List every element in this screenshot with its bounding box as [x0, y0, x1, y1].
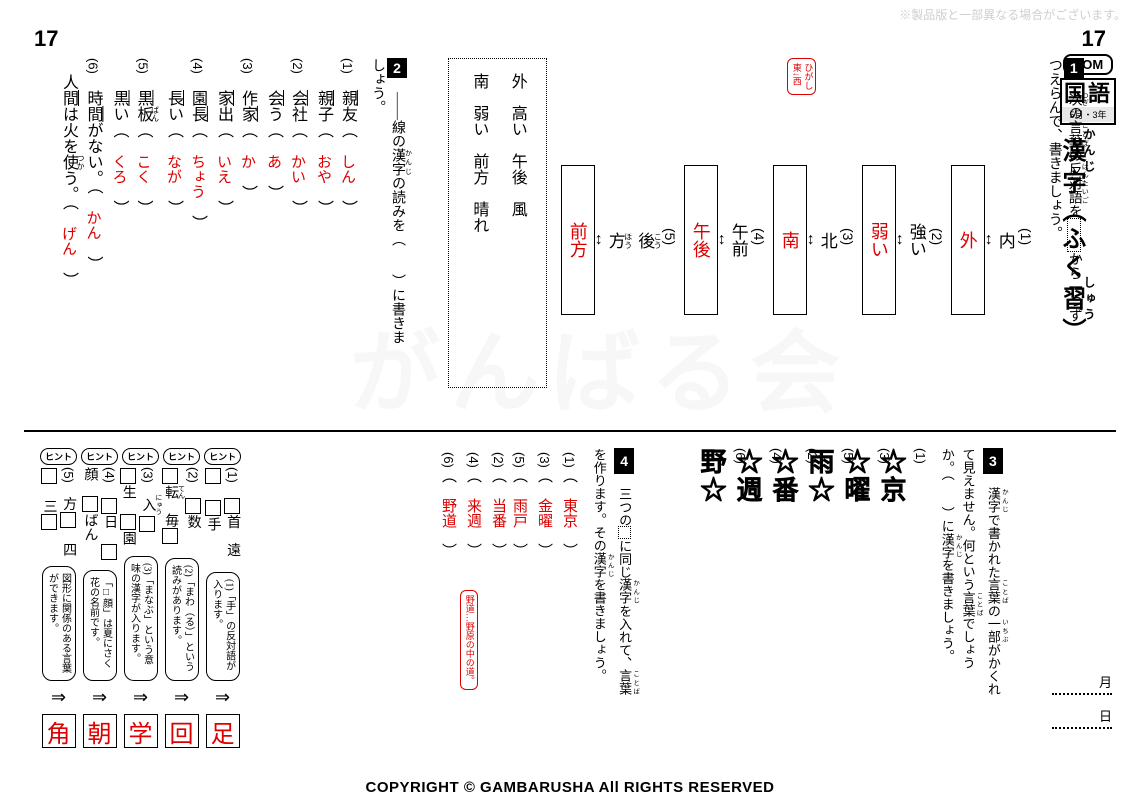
disclaimer: ※製品版と一部異なる場合がございます。	[899, 6, 1126, 23]
sec1-answer-4: 午後	[684, 165, 718, 315]
sec4-item-5: (5)（ 雨戸 ）	[509, 452, 530, 748]
sec5-item-2: ヒント (2) 数 転てん 毎 (2)「まわ（る）」という読みがあります。 ⇒ …	[163, 448, 200, 748]
sec2-item-2: (2) 会社（ かい ） 会う（ あ ）	[261, 58, 309, 422]
sec1-item-2: (2) 強い ↕ 弱い	[862, 58, 945, 422]
sec1-answer-2: 弱い	[862, 165, 896, 315]
sec4-item-6: (6)（ 野道 ）	[438, 452, 459, 748]
sec4-item-2: (2)（ 当番 ）	[488, 452, 509, 748]
sec4-instruction: 4 三つのに同じ漢字かんじを入れて、言葉ことばを作ります。その漢字かんじを書きま…	[588, 448, 639, 748]
sec5-answer-3: 学	[124, 714, 158, 748]
sec1-instruction: 1 次つぎの言葉ことばの反対語はんたいごをから一つずつえらんで、書きましょう。	[1044, 58, 1090, 422]
sec1-answer-3: 南	[773, 165, 807, 315]
sec3-instruction: 3 漢字かんじで書かれた言葉ことばの一部いちぶがかくれて見えません。何という言葉…	[936, 448, 1007, 748]
sec4-item-1: (1)（ 東京 ）	[559, 452, 580, 748]
date-day: 日	[1052, 706, 1112, 729]
sec1-item-3: (3) 北 ↕ 南	[773, 58, 856, 422]
sec4-stamp: 野道…野原の中の道。	[460, 590, 478, 690]
sec5-answer-4: 朝	[83, 714, 117, 748]
sec1-answer-1: 外	[951, 165, 985, 315]
sec5-answer-1: 足	[206, 714, 240, 748]
sec1-stamp: ひがし東↓西	[787, 58, 816, 95]
sec2-item-3: (3) 作家（ か ） 家出（ いえ ）	[211, 58, 259, 422]
sec5-item-4: ヒント (4) 日 顔 ばん 「□顔」は夏にさく花の名前です。 ⇒ 朝	[81, 448, 118, 748]
sec1-item-4: (4) 午前 ↕ 午後	[684, 58, 767, 422]
sec5-item-5: ヒント (5) 方 四 三 図形に関係のある言葉ができます。 ⇒ 角	[40, 448, 77, 748]
date-month: 月	[1052, 672, 1112, 695]
sec2-instruction: 2 ――線の漢字かんじの読みを（ ）に書きましょう。	[367, 58, 413, 422]
sec2-item-5: (5) 黒板ばん（ こく ） 黒い（ くろ ）	[107, 58, 160, 422]
sec2-item-6: (6) 時間がない。（ かん ） 人間は火を使つかう。（ げん ）	[56, 58, 105, 422]
sec2-item-1: (1) 親友（ しん ） 親子（ おや ）	[311, 58, 359, 422]
sec5-item-1: ヒント (1) 首 遠 手 (1)「手」の反対語が入ります。 ⇒ 足	[204, 448, 241, 748]
sec1-item-1: (1) 内 ↕ 外	[951, 58, 1034, 422]
sec3-obscured-1: (1)☆京	[898, 448, 928, 748]
copyright: COPYRIGHT © GAMBARUSHA All RIGHTS RESERV…	[0, 779, 1140, 796]
section-5: ヒント (1) 首 遠 手 (1)「手」の反対語が入ります。 ⇒ 足 ヒント (…	[40, 448, 241, 748]
page-number-left: 17	[34, 26, 58, 52]
sec5-answer-5: 角	[42, 714, 76, 748]
sec2-item-4: (4) 園長（ ちょう ） 長い（ なが ）	[161, 58, 209, 422]
sec1-item-5: (5) 後こう方ほう ↕ 前方	[561, 58, 678, 422]
sec4-item-3: (3)（ 金曜 ）	[534, 452, 555, 748]
divider	[24, 430, 1116, 432]
section-2: 2 ――線の漢字かんじの読みを（ ）に書きましょう。 (1) 親友（ しん ） …	[56, 58, 413, 422]
page-number-right: 17	[1082, 26, 1106, 52]
sec5-answer-2: 回	[165, 714, 199, 748]
section-3: 3 漢字かんじで書かれた言葉ことばの一部いちぶがかくれて見えません。何という言葉…	[708, 448, 1007, 748]
section-1: 1 次つぎの言葉ことばの反対語はんたいごをから一つずつえらんで、書きましょう。 …	[448, 58, 1089, 422]
sec5-item-3: ヒント (3) 入にゅう 生 園 (3)「まなぶ」という意味の漢字が入ります。 …	[122, 448, 159, 748]
sec1-wordbank: 外 高い 午後 風南 弱い 前方 晴れ	[448, 58, 547, 388]
sec1-answer-5: 前方	[561, 165, 595, 315]
